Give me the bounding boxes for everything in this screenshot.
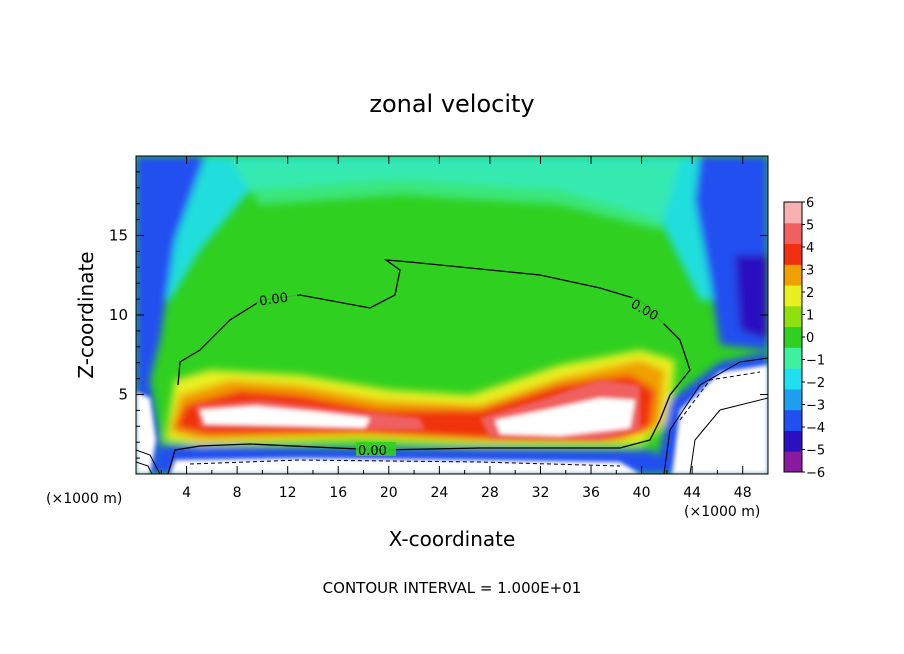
chart-title: zonal velocity xyxy=(369,90,534,118)
x-tick-label: 8 xyxy=(233,485,242,501)
colorbar-segment xyxy=(784,430,802,452)
x-tick-label: 44 xyxy=(683,485,701,501)
x-tick-label: 48 xyxy=(734,485,752,501)
colorbar-tick-label: 2 xyxy=(806,286,814,301)
field-upper-light-green xyxy=(230,160,680,230)
x-axis-ticks: 4 8 12 16 20 24 28 32 36 40 44 48 xyxy=(160,156,752,501)
contour-right-cell-1 xyxy=(663,357,768,474)
y-tick-label: 15 xyxy=(109,227,128,245)
colorbar-segment xyxy=(784,222,802,245)
contour-label-bottom: 0.00 xyxy=(358,444,387,459)
colorbar-tick-label: 0 xyxy=(806,331,814,346)
colorbar-tick-label: 3 xyxy=(806,264,814,279)
contour-right-dashed xyxy=(679,371,761,421)
y-tick-label: 5 xyxy=(118,386,128,404)
colorbar-segment xyxy=(784,202,802,224)
colorbar-segment xyxy=(784,388,802,411)
x-unit-left: (×1000 m) xyxy=(46,491,122,507)
colorbar-tick-label: −6 xyxy=(806,466,825,481)
contour-label-left: 0.00 xyxy=(258,291,289,310)
colorbar-tick-label: 5 xyxy=(806,219,814,234)
colorbar-segment xyxy=(784,347,802,369)
field-white-left-cell xyxy=(136,392,156,474)
colorbar-tick-label: −4 xyxy=(806,421,825,436)
colorbar-segment xyxy=(784,368,802,390)
colorbar-segment xyxy=(784,451,802,473)
colorbar-tick-label: −1 xyxy=(806,354,825,369)
heatmap-field xyxy=(136,156,768,474)
contour-left-cell xyxy=(136,449,161,474)
x-tick-label: 28 xyxy=(481,485,499,501)
x-tick-label: 12 xyxy=(279,485,297,501)
field-right-blue-core xyxy=(735,255,768,340)
x-tick-label: 4 xyxy=(182,485,191,501)
x-tick-label: 24 xyxy=(430,485,448,501)
colorbar-segment xyxy=(784,264,802,286)
y-tick-label: 10 xyxy=(109,306,128,324)
x-axis-label: X-coordinate xyxy=(389,527,516,551)
contour-interval-note: CONTOUR INTERVAL = 1.000E+01 xyxy=(323,579,582,597)
colorbar-segment xyxy=(784,409,802,431)
colorbar-segment xyxy=(784,243,802,265)
x-tick-label: 16 xyxy=(329,485,347,501)
x-tick-label: 40 xyxy=(633,485,651,501)
field-white-right xyxy=(495,398,635,436)
colorbar-segment xyxy=(784,285,802,307)
colorbar: 6 5 4 3 2 1 0 −1 −2 −3 −4 −5 −6 xyxy=(783,196,825,481)
colorbar-tick-label: 4 xyxy=(806,241,814,256)
field-white-left xyxy=(200,406,370,428)
colorbar-tick-label: −5 xyxy=(806,444,825,459)
y-axis-label: Z-coordinate xyxy=(74,251,98,378)
colorbar-tick-label: 1 xyxy=(806,309,814,324)
colorbar-segment xyxy=(784,305,802,328)
colorbar-tick-label: −3 xyxy=(806,399,825,414)
y-axis-ticks: 5 10 15 xyxy=(109,171,768,459)
colorbar-tick-label: −2 xyxy=(806,376,825,391)
contour-right-cell-2 xyxy=(689,397,768,474)
contour-labels: 0.00 0.00 0.00 xyxy=(257,290,669,459)
colorbar-tick-label: 6 xyxy=(806,196,814,211)
field-left-blue xyxy=(136,156,205,380)
x-tick-label: 36 xyxy=(582,485,600,501)
colorbar-segment xyxy=(784,326,802,348)
x-unit-right: (×1000 m) xyxy=(684,504,760,520)
contour-bottom-dashed xyxy=(189,459,621,467)
field-white-right-cell xyxy=(672,365,768,474)
x-tick-label: 20 xyxy=(380,485,398,501)
x-tick-label: 32 xyxy=(532,485,550,501)
contour-left-cell-2 xyxy=(136,461,153,474)
